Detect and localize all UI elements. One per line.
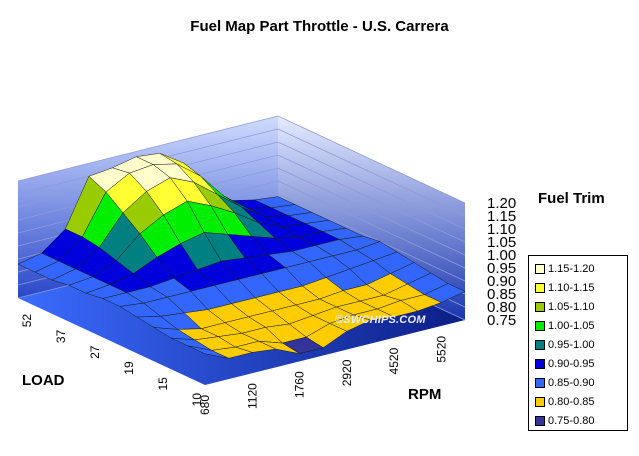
- x-tick-label: 1120: [245, 383, 259, 409]
- z-gridline: [17, 115, 466, 204]
- z-axis-label: Fuel Trim: [538, 190, 605, 207]
- x-tick-label: 680: [198, 395, 212, 415]
- x-tick-label: 4520: [387, 347, 401, 374]
- legend-label: 0.95-1.00: [548, 338, 595, 351]
- legend-label: 0.85-0.90: [548, 376, 595, 389]
- legend-label: 0.90-0.95: [548, 357, 595, 370]
- x-tick-label: 1760: [293, 371, 307, 398]
- legend-item: 0.85-0.90: [535, 373, 627, 392]
- z-tick-label: 1.10: [487, 221, 516, 238]
- legend-label: 1.10-1.15: [548, 281, 595, 294]
- legend-swatch: [535, 415, 545, 426]
- legend-item: 0.90-0.95: [535, 354, 627, 373]
- legend: 1.15-1.20 1.10-1.15 1.05-1.10 1.00-1.05 0.95…: [528, 255, 628, 431]
- z-tick-label: 1.15: [487, 208, 516, 225]
- legend-item: 0.75-0.80: [535, 411, 627, 430]
- z-tick-label: 0.80: [487, 299, 516, 316]
- legend-item: 1.00-1.05: [535, 316, 627, 335]
- surface-cell: [187, 345, 229, 359]
- legend-label: 1.15-1.20: [548, 262, 595, 275]
- z-tick-label: 1.20: [487, 195, 516, 212]
- legend-label: 1.00-1.05: [548, 319, 595, 332]
- legend-swatch: [535, 377, 545, 388]
- legend-label: 0.75-0.80: [548, 414, 595, 427]
- y-tick-label: 19: [122, 361, 136, 375]
- y-tick-label: 15: [156, 377, 170, 391]
- legend-swatch: [535, 358, 545, 369]
- legend-swatch: [535, 263, 545, 274]
- legend-label: 0.80-0.85: [548, 395, 595, 408]
- x-tick-label: 5520: [434, 336, 448, 363]
- z-tick-label: 0.85: [487, 286, 516, 303]
- z-tick-label: 1.00: [487, 247, 516, 264]
- watermark: ©SWCHIPS.COM: [335, 314, 426, 326]
- z-tick-label: 0.90: [487, 273, 516, 290]
- z-tick-label: 0.75: [487, 312, 516, 329]
- legend-item: 1.10-1.15: [535, 278, 627, 297]
- legend-swatch: [535, 282, 545, 293]
- legend-swatch: [535, 396, 545, 407]
- legend-item: 0.95-1.00: [535, 335, 627, 354]
- legend-swatch: [535, 339, 545, 350]
- x-axis-label: RPM: [408, 386, 442, 403]
- legend-item: 1.15-1.20: [535, 259, 627, 278]
- y-tick-label: 52: [20, 314, 34, 328]
- z-tick-label: 0.95: [487, 260, 516, 277]
- y-tick-label: 27: [88, 345, 102, 359]
- chart-title: Fuel Map Part Throttle - U.S. Carrera: [190, 18, 449, 35]
- legend-swatch: [535, 320, 545, 331]
- y-tick-label: 37: [54, 329, 68, 343]
- x-tick-label: 2920: [340, 359, 354, 386]
- legend-swatch: [535, 301, 545, 312]
- y-axis-label: LOAD: [22, 372, 65, 389]
- legend-item: 0.80-0.85: [535, 392, 627, 411]
- z-tick-label: 1.05: [487, 234, 516, 251]
- legend-label: 1.05-1.10: [548, 300, 595, 313]
- y-tick-label: 10: [190, 393, 204, 407]
- legend-item: 1.05-1.10: [535, 297, 627, 316]
